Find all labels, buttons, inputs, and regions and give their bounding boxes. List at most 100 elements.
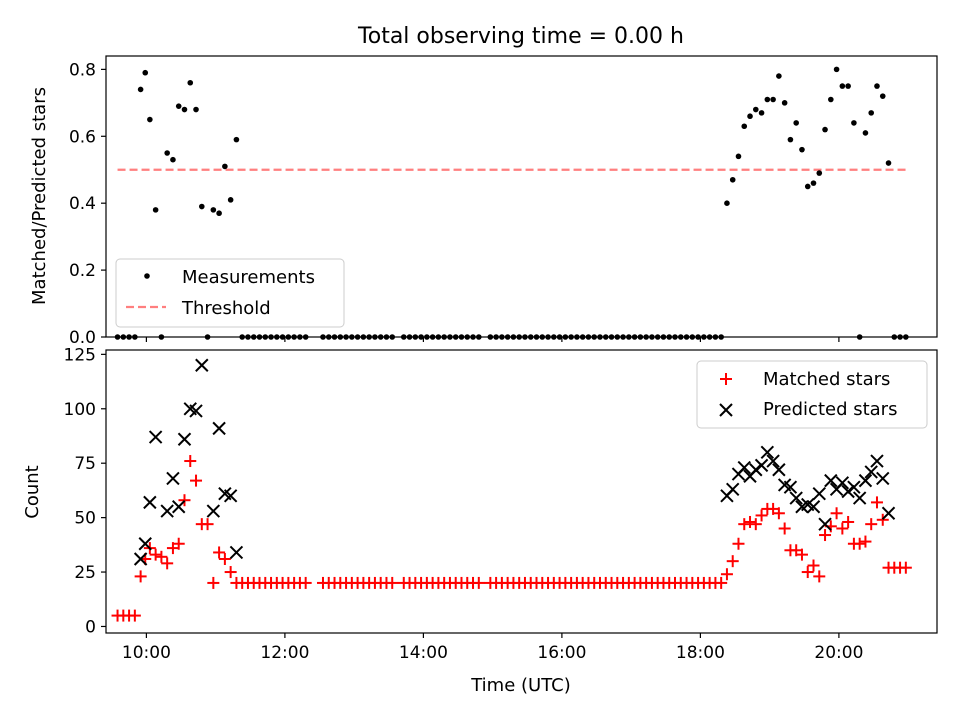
top-axes-frame bbox=[105, 55, 938, 338]
bottom-y-tick-label: 100 bbox=[64, 400, 96, 420]
measurement-point bbox=[781, 100, 788, 106]
predicted-star-point bbox=[772, 463, 786, 477]
matched-star-point bbox=[201, 518, 214, 531]
predicted-star-point-b bbox=[852, 491, 867, 505]
bottom-x-tick-label: 20:00 bbox=[814, 643, 863, 663]
measurement-point bbox=[170, 156, 176, 163]
predicted-star-point-b bbox=[218, 486, 232, 501]
matched-star-point bbox=[386, 576, 399, 589]
matched-star-point bbox=[749, 518, 762, 531]
matched-star-point bbox=[218, 552, 231, 565]
matched-star-point bbox=[819, 529, 832, 542]
bottom-x-tick-label: 18:00 bbox=[676, 643, 725, 663]
top-y-tick-label: 0.6 bbox=[69, 127, 96, 147]
predicted-star-point bbox=[812, 486, 826, 501]
predicted-star-point-b bbox=[189, 404, 203, 418]
matched-star-point bbox=[876, 513, 889, 526]
matched-star-point bbox=[178, 494, 191, 507]
measurement-point bbox=[810, 180, 817, 186]
matched-star-point bbox=[224, 566, 237, 579]
bottom-y-axis-label: Count bbox=[22, 465, 43, 518]
measurement-point bbox=[885, 160, 892, 166]
predicted-star-point bbox=[726, 482, 740, 497]
predicted-star-point-b bbox=[212, 421, 226, 436]
predicted-star-point-b bbox=[801, 497, 815, 512]
predicted-star-point-b bbox=[183, 402, 197, 416]
predicted-star-point-b bbox=[841, 484, 855, 499]
matched-star-point bbox=[744, 515, 757, 528]
legend-measurements-label: Measurements bbox=[182, 267, 315, 288]
matched-star-point bbox=[859, 535, 872, 548]
predicted-star-point-b bbox=[160, 504, 174, 518]
predicted-star-point-b bbox=[760, 445, 775, 460]
measurement-point bbox=[724, 200, 730, 206]
measurement-point bbox=[233, 136, 240, 143]
predicted-star-point bbox=[138, 537, 152, 551]
predicted-star-point bbox=[172, 500, 186, 514]
predicted-star-point-b bbox=[864, 465, 878, 479]
matched-star-point bbox=[161, 557, 174, 570]
predicted-star-point-b bbox=[749, 463, 763, 477]
bottom-plot-area bbox=[111, 358, 912, 622]
measurement-point bbox=[833, 66, 840, 73]
predicted-star-point-b bbox=[172, 500, 186, 514]
predicted-star-point bbox=[754, 458, 769, 473]
predicted-star-point-b bbox=[835, 476, 850, 490]
predicted-star-point-b bbox=[777, 478, 792, 492]
legend-measurements-marker bbox=[144, 273, 150, 279]
matched-star-point bbox=[720, 568, 733, 581]
measurement-point bbox=[222, 163, 228, 170]
bottom-y-tick-label: 125 bbox=[64, 345, 96, 365]
measurement-point bbox=[175, 103, 182, 109]
predicted-star-point bbox=[881, 506, 896, 520]
measurement-point bbox=[181, 106, 188, 113]
predicted-star-point bbox=[166, 471, 180, 486]
matched-star-point bbox=[172, 537, 185, 550]
predicted-star-point bbox=[818, 517, 832, 531]
matched-star-point bbox=[472, 576, 485, 589]
predicted-star-point bbox=[737, 460, 751, 475]
matched-star-point bbox=[772, 507, 785, 520]
matched-star-point bbox=[778, 522, 791, 535]
measurement-point bbox=[868, 110, 875, 116]
predicted-star-point bbox=[160, 504, 174, 518]
measurement-point bbox=[879, 93, 886, 99]
measurement-point bbox=[137, 86, 144, 93]
matched-star-point bbox=[836, 522, 849, 535]
measurement-point bbox=[152, 207, 159, 213]
predicted-star-point bbox=[766, 454, 780, 468]
bottom-x-tick-label: 10:00 bbox=[122, 643, 171, 663]
top-y-ticks: 0.0 0.2 0.4 0.6 0.8 bbox=[69, 60, 106, 348]
predicted-star-point bbox=[212, 421, 226, 436]
predicted-star-point bbox=[841, 484, 855, 499]
predicted-star-point bbox=[870, 454, 884, 468]
bottom-legend-box bbox=[696, 360, 928, 429]
measurement-point bbox=[874, 83, 880, 89]
matched-star-point bbox=[207, 576, 220, 589]
predicted-star-point bbox=[858, 473, 873, 488]
predicted-star-point-b bbox=[143, 495, 157, 510]
measurement-point bbox=[776, 73, 782, 79]
top-y-axis-label: Matched/Predicted stars bbox=[29, 87, 50, 305]
predicted-star-point-b bbox=[881, 506, 896, 520]
predicted-star-point-b bbox=[148, 430, 163, 444]
bottom-axes-frame bbox=[105, 349, 938, 634]
predicted-star-point bbox=[835, 476, 850, 490]
predicted-star-point-b bbox=[223, 489, 238, 503]
predicted-star-point bbox=[749, 463, 763, 477]
predicted-star-point-b bbox=[876, 471, 890, 486]
measurement-point bbox=[735, 153, 742, 160]
matched-star-point bbox=[865, 518, 878, 531]
predicted-star-point-b bbox=[229, 545, 244, 560]
legend-predicted-label: Predicted stars bbox=[763, 399, 897, 420]
predicted-star-point-b bbox=[870, 454, 884, 468]
predicted-star-point-b bbox=[818, 517, 832, 531]
measurement-point bbox=[747, 113, 753, 120]
bottom-y-tick-label: 75 bbox=[74, 454, 96, 474]
matched-star-point bbox=[128, 609, 141, 622]
predicted-star-point bbox=[806, 500, 821, 514]
predicted-star-point bbox=[133, 552, 148, 566]
measurement-point bbox=[804, 183, 811, 190]
matched-star-point bbox=[213, 546, 226, 559]
